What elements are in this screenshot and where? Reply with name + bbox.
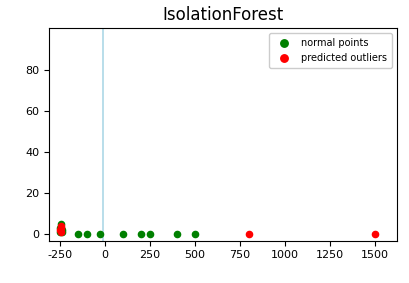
normal points	[138, 232, 144, 237]
normal points	[96, 232, 103, 237]
normal points	[74, 232, 81, 237]
predicted outliers	[58, 230, 65, 235]
normal points	[59, 228, 65, 233]
normal points	[192, 232, 198, 237]
normal points	[120, 232, 126, 237]
predicted outliers	[58, 226, 64, 230]
normal points	[174, 232, 180, 237]
normal points	[58, 222, 64, 226]
normal points	[147, 232, 153, 237]
Legend: normal points, predicted outliers: normal points, predicted outliers	[269, 33, 392, 68]
Title: IsolationForest: IsolationForest	[162, 6, 283, 24]
normal points	[83, 232, 90, 237]
predicted outliers	[246, 232, 252, 237]
normal points	[58, 226, 65, 230]
normal points	[57, 226, 63, 230]
predicted outliers	[57, 228, 63, 233]
predicted outliers	[372, 232, 378, 237]
predicted outliers	[57, 224, 64, 228]
normal points	[56, 230, 63, 235]
normal points	[58, 230, 65, 235]
